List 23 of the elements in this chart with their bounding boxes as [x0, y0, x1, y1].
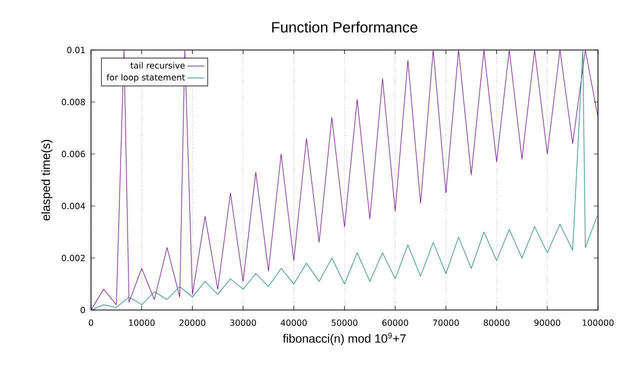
y-tick-label: 0.004: [62, 202, 85, 210]
x-tick-label: 20000: [180, 320, 206, 326]
x-tick-label: 30000: [230, 320, 256, 326]
x-tick-label: 100000: [582, 320, 614, 326]
legend-label: for loop statement: [106, 74, 185, 82]
legend-label: tail recursive: [130, 62, 185, 69]
x-tick-label: 80000: [484, 320, 510, 326]
x-tick-label: 70000: [433, 320, 459, 326]
y-tick-label: 0.01: [67, 46, 85, 54]
y-tick-label: 0.008: [62, 98, 85, 106]
x-tick-label: 60000: [382, 320, 408, 326]
line-series: [91, 50, 598, 310]
y-tick-label: 0: [80, 306, 85, 314]
chart-title: Function Performance: [272, 22, 418, 33]
y-tick-label: 0.002: [62, 254, 85, 262]
x-tick-label: 50000: [332, 320, 358, 326]
x-tick-label: 40000: [280, 320, 307, 326]
x-tick-label: 90000: [534, 320, 560, 326]
x-tick-label: 10000: [129, 320, 155, 326]
x-tick-label: 0: [88, 320, 94, 326]
y-axis-title: elasped time(s): [41, 140, 52, 220]
y-tick-label: 0.006: [62, 150, 85, 158]
x-axis-title: fibonacci(n) mod 10$^{9}$+7: [282, 332, 406, 346]
